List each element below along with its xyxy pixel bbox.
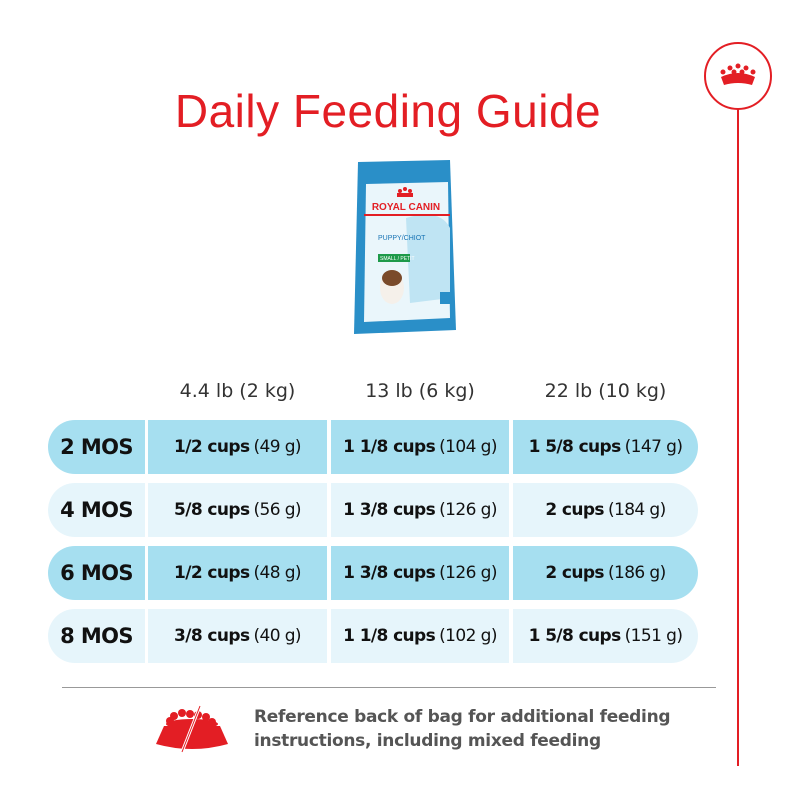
table-cell: 2 cups (186 g) [513,546,698,600]
grams: (147 g) [624,437,683,457]
note-line-2: instructions, including mixed feeding [254,731,601,751]
cups: 5/8 cups [174,500,250,520]
age-label: 6 MOS [48,546,145,600]
column-header-10kg: 22 lb (10 kg) [544,380,667,402]
bag-product-text: PUPPY/CHIOT [378,235,426,242]
cups: 1 3/8 cups [343,563,436,583]
grams: (49 g) [253,437,301,457]
grams: (104 g) [439,437,497,457]
age-label: 2 MOS [48,420,145,474]
grams: (102 g) [439,626,497,646]
bag-size-text: SMALL / PETIT [380,256,415,262]
cups: 1/2 cups [174,563,250,583]
age-label: 8 MOS [48,609,145,663]
food-bowl-icon [152,704,232,758]
grams: (186 g) [607,563,666,583]
table-row: 4 MOS 5/8 cups (56 g) 1 3/8 cups (126 g) 2… [48,483,698,537]
column-header-2kg: 4.4 lb (2 kg) [179,380,296,402]
cups: 2 cups [545,500,604,520]
table-cell: 1 5/8 cups (147 g) [513,420,698,474]
table-cell: 5/8 cups (56 g) [148,483,327,537]
divider [62,687,716,688]
product-bag-image: ROYAL CANIN PUPPY/CHIOT SMALL / PETIT [350,158,460,342]
cups: 1 3/8 cups [343,500,436,520]
cups: 1/2 cups [174,437,250,457]
feeding-note: Reference back of bag for additional fee… [254,705,671,753]
age-label: 4 MOS [48,483,145,537]
grams: (184 g) [607,500,666,520]
cups: 1 5/8 cups [528,437,622,457]
cups: 1 1/8 cups [343,437,436,457]
crown-logo-icon [704,42,772,110]
cups: 2 cups [545,563,604,583]
column-header-6kg: 13 lb (6 kg) [365,380,475,402]
cups: 1 5/8 cups [528,626,622,646]
brand-vertical-line [737,106,739,766]
cups: 1 1/8 cups [343,626,436,646]
grams: (126 g) [439,500,497,520]
table-cell: 3/8 cups (40 g) [148,609,327,663]
table-cell: 1 3/8 cups (126 g) [331,483,509,537]
cups: 3/8 cups [174,626,250,646]
table-cell: 2 cups (184 g) [513,483,698,537]
table-cell: 1 3/8 cups (126 g) [331,546,509,600]
grams: (40 g) [253,626,301,646]
table-row: 2 MOS 1/2 cups (49 g) 1 1/8 cups (104 g) 1… [48,420,698,474]
grams: (151 g) [624,626,683,646]
grams: (48 g) [253,563,301,583]
table-row: 8 MOS 3/8 cups (40 g) 1 1/8 cups (102 g) 1… [48,609,698,663]
page-title: Daily Feeding Guide [174,85,602,137]
note-line-1: Reference back of bag for additional fee… [254,707,671,727]
bag-brand-text: ROYAL CANIN [372,202,440,213]
table-cell: 1/2 cups (48 g) [148,546,327,600]
table-row: 6 MOS 1/2 cups (48 g) 1 3/8 cups (126 g) 2… [48,546,698,600]
table-cell: 1/2 cups (49 g) [148,420,327,474]
table-cell: 1 1/8 cups (104 g) [331,420,509,474]
grams: (56 g) [253,500,301,520]
grams: (126 g) [439,563,497,583]
table-cell: 1 1/8 cups (102 g) [331,609,509,663]
table-cell: 1 5/8 cups (151 g) [513,609,698,663]
